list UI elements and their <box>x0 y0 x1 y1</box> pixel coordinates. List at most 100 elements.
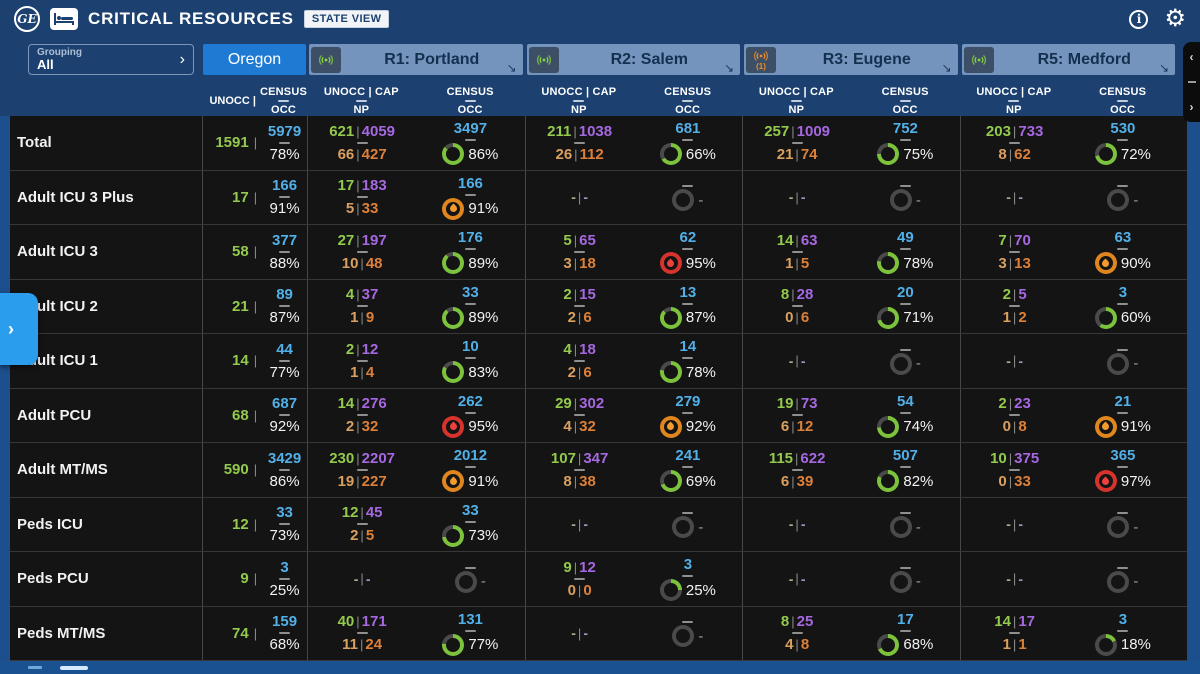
chevron-right-icon[interactable]: › <box>1189 100 1194 114</box>
separator: | <box>1008 232 1013 248</box>
np-values: 1 | 1 <box>1003 636 1027 653</box>
table-row[interactable]: Peds ICU 12 | 33 73% 12 | 45 2 | 5 33 73% - | - - - | - - - | -… <box>10 497 1187 552</box>
ring-hole <box>1098 419 1113 434</box>
table-row[interactable]: Adult ICU 3 Plus 17 | 166 91% 17 | 183 5 | 33 166 91… <box>10 170 1187 225</box>
census-occ-cell: 62 95% <box>634 229 742 275</box>
region-cell: 7 | 70 3 | 13 63 90% <box>959 225 1178 279</box>
occupancy-ring <box>889 570 912 593</box>
ring-row: 74% <box>877 415 933 438</box>
region-tab[interactable]: (1) R3: Eugene ↘ <box>744 44 958 76</box>
separator: | <box>360 637 364 653</box>
horizontal-scrollbar[interactable] <box>0 661 1200 674</box>
unocc-cap-values: 2 | 12 <box>346 341 378 358</box>
unocc-value: 10 <box>990 449 1007 467</box>
no-data-values: - | - <box>571 189 588 205</box>
region-unocc-cap-header: UNOCC | CAP NP <box>976 86 1052 116</box>
ring-row: - <box>1107 516 1138 539</box>
census-occ-cell: - <box>416 565 524 593</box>
occupancy-ring <box>442 197 465 220</box>
chevron-left-icon[interactable]: ‹ <box>1189 50 1194 64</box>
separator: | <box>1012 637 1017 653</box>
flame-icon <box>665 421 676 432</box>
occupancy-ring <box>1107 352 1130 375</box>
oregon-unocc-value: 9 | <box>203 570 262 587</box>
no-data-values: - | - <box>789 571 806 587</box>
occupancy-ring <box>454 570 477 593</box>
np-den: 1 <box>1018 636 1027 654</box>
grouping-dropdown[interactable]: Grouping All › <box>28 44 194 76</box>
np-values: 1 | 5 <box>785 255 809 272</box>
unocc-cap-np-cell: - | - <box>961 189 1069 205</box>
fraction-bar <box>356 359 368 362</box>
table-row[interactable]: Peds PCU 9 | 3 25% - | - -9 | 12 0 | 0 3 25% - | - - - | - - <box>10 552 1187 607</box>
unocc-cap-values: 4 | 18 <box>563 341 595 358</box>
unocc-cap-values: 621 | 4059 <box>329 123 395 140</box>
no-data-values: - | - <box>1006 353 1023 369</box>
info-icon[interactable]: i <box>1129 9 1149 29</box>
census-value: 20 <box>897 283 914 301</box>
table-row[interactable]: Total 1591 | 5979 78% 621 | 4059 66 | 427 3497 86% 21… <box>10 116 1187 171</box>
region-cell: 10 | 375 0 | 33 365 97% <box>959 443 1178 497</box>
occ-percent: 75% <box>903 145 934 163</box>
region-unocc-cap-header: UNOCC | CAP NP <box>758 86 834 116</box>
unocc-value: 12 <box>341 504 359 522</box>
fraction-bar <box>464 520 476 523</box>
region-cell: 2 | 5 1 | 2 3 60% <box>959 279 1178 333</box>
gear-icon[interactable]: ⚙ <box>1164 5 1186 32</box>
table-row[interactable]: Adult MT/MS 590 | 3429 86% 230 | 2207 19 | 227 2012… <box>10 443 1187 498</box>
separator: | <box>573 287 578 303</box>
ring-row: 86% <box>442 143 498 166</box>
census-occ-cell: 3497 86% <box>416 120 524 166</box>
np-num: 4 <box>563 418 572 436</box>
oregon-unocc-header: UNOCC | <box>209 95 256 107</box>
occ-percent: - <box>915 355 921 373</box>
census-occ-cell: 14 78% <box>634 338 742 384</box>
region-census-occ-header: CENSUS OCC <box>1099 86 1147 116</box>
fraction-bar <box>1117 466 1129 469</box>
census-value: 14 <box>679 338 697 356</box>
unocc-value: 7 <box>998 231 1007 249</box>
table-row[interactable]: Peds MT/MS 74 | 159 68% 40 | 171 11 | 24 131 77% - | - -… <box>10 606 1187 661</box>
census-value: 279 <box>675 392 701 410</box>
scrollbar-thumb[interactable] <box>60 665 88 670</box>
cap-value: 347 <box>583 449 609 467</box>
np-num: 66 <box>337 145 355 163</box>
fraction-bar <box>356 196 368 199</box>
table-row[interactable]: Adult ICU 3 58 | 377 88% 27 | 197 10 | 48 176 89% 5 | 6… <box>10 225 1187 280</box>
unocc-value: 2 <box>345 340 355 358</box>
occ-percent: 72% <box>1120 145 1151 163</box>
separator: | <box>356 123 360 139</box>
unocc-cap-np-cell: 2 | 12 1 | 4 <box>308 341 416 381</box>
oregon-cell: 12 | 33 73% <box>202 497 307 551</box>
table-row[interactable]: Adult PCU 68 | 687 92% 14 | 276 2 | 32 262 95% 29 | 302… <box>10 388 1187 443</box>
occ-percent: 91% <box>1120 418 1151 436</box>
region-cell: 230 | 2207 19 | 227 2012 91% <box>307 443 525 497</box>
no-data-values: - | - <box>1006 189 1023 205</box>
np-values: 1 | 2 <box>1003 309 1027 326</box>
unocc-value: 58 <box>232 243 249 261</box>
tab-oregon[interactable]: Oregon <box>203 44 306 76</box>
region-tab[interactable]: R5: Medford ↘ <box>961 44 1175 76</box>
fraction-bar <box>1009 250 1021 253</box>
dash: - <box>1018 516 1023 533</box>
left-flyout-handle[interactable]: › <box>0 293 38 365</box>
fraction-bar <box>899 348 911 351</box>
np-num: 19 <box>337 472 355 490</box>
region-tab[interactable]: R1: Portland ↘ <box>309 44 523 76</box>
dash: - <box>583 516 588 533</box>
table-row[interactable]: Adult ICU 1 14 | 44 77% 2 | 12 1 | 4 10 83% 4 | 18 2 | 6 14… <box>10 334 1187 389</box>
occ-percent: 91% <box>269 200 300 218</box>
table-row[interactable]: Adult ICU 2 21 | 89 87% 4 | 37 1 | 9 33 89% 2 | 15 2 | 6 13… <box>10 279 1187 334</box>
np-den: 112 <box>579 145 604 163</box>
census-value: 687 <box>272 395 298 413</box>
occupancy-ring <box>442 361 465 384</box>
ring-row: - <box>889 352 921 375</box>
separator: | <box>356 341 360 357</box>
np-num: 3 <box>998 254 1007 272</box>
right-panel-toggle[interactable]: ‹ › <box>1183 42 1200 122</box>
unocc-value: 621 <box>329 122 355 140</box>
census-occ-cell: - <box>1069 510 1177 539</box>
unocc-value: 14 <box>994 613 1011 631</box>
region-tab[interactable]: R2: Salem ↘ <box>526 44 740 76</box>
ring-row: 71% <box>877 306 933 329</box>
